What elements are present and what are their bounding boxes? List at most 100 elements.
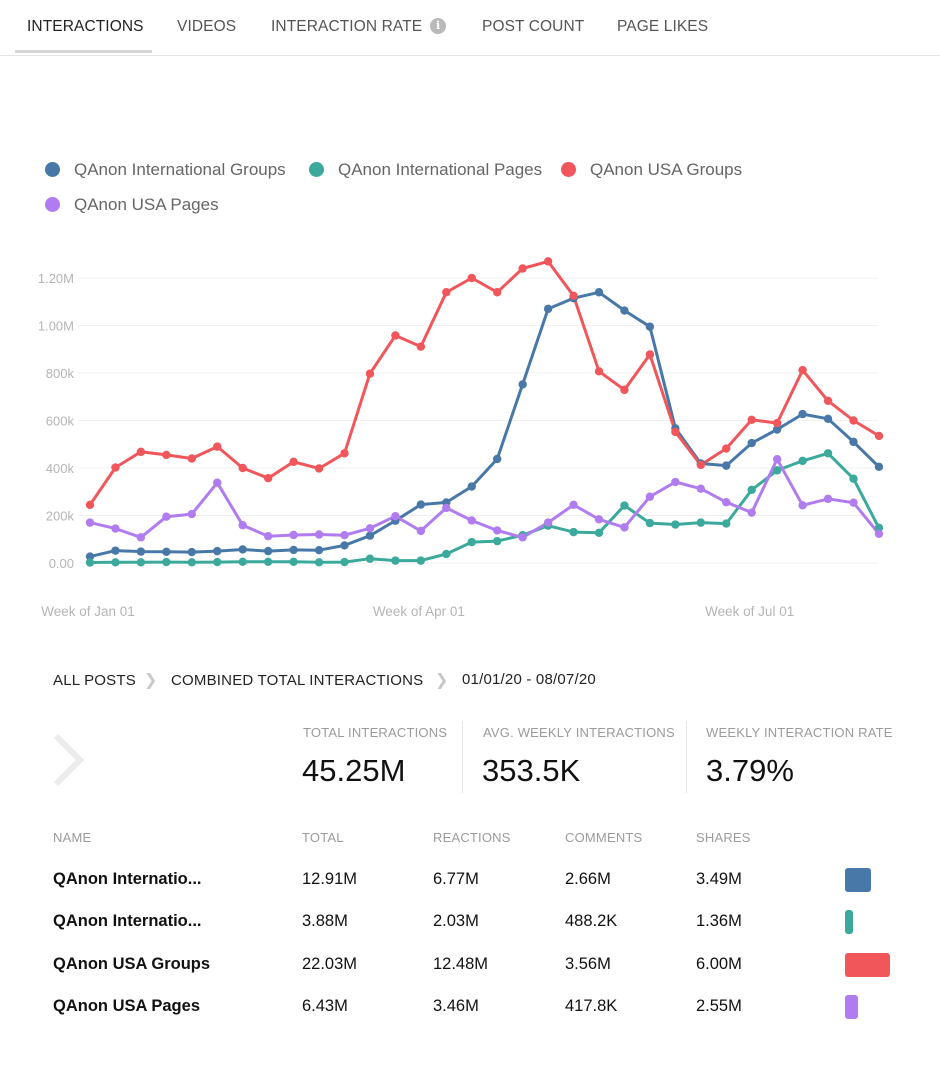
tab-post-count[interactable]: POST COUNT bbox=[482, 18, 585, 35]
data-point[interactable] bbox=[798, 365, 807, 375]
column-header-total[interactable]: TOTAL bbox=[302, 830, 344, 845]
data-point[interactable] bbox=[594, 515, 604, 524]
tab-interaction-rate[interactable]: INTERACTION RATE i bbox=[271, 0, 447, 53]
data-point[interactable] bbox=[594, 367, 604, 376]
data-point[interactable] bbox=[263, 531, 273, 541]
data-point[interactable] bbox=[238, 557, 247, 567]
data-point[interactable] bbox=[696, 484, 705, 493]
data-point[interactable] bbox=[314, 464, 324, 473]
column-header-shares[interactable]: SHARES bbox=[696, 830, 751, 845]
data-point[interactable] bbox=[569, 500, 578, 510]
data-point[interactable] bbox=[162, 512, 171, 521]
data-point[interactable] bbox=[136, 447, 146, 457]
series-line[interactable] bbox=[88, 457, 881, 539]
data-point[interactable] bbox=[874, 462, 884, 472]
data-point[interactable] bbox=[620, 385, 629, 395]
data-point[interactable] bbox=[772, 455, 782, 464]
data-point[interactable] bbox=[518, 264, 527, 273]
data-point[interactable] bbox=[645, 492, 655, 501]
data-point[interactable] bbox=[722, 519, 731, 528]
data-point[interactable] bbox=[263, 546, 273, 556]
data-point[interactable] bbox=[493, 454, 502, 464]
data-point[interactable] bbox=[416, 342, 426, 351]
data-point[interactable] bbox=[111, 558, 120, 567]
data-point[interactable] bbox=[467, 482, 476, 491]
series-line[interactable] bbox=[88, 451, 881, 564]
data-point[interactable] bbox=[798, 501, 807, 510]
data-point[interactable] bbox=[416, 556, 426, 565]
data-point[interactable] bbox=[365, 554, 375, 563]
data-point[interactable] bbox=[136, 547, 146, 556]
row-total-bar[interactable] bbox=[845, 995, 859, 1019]
data-point[interactable] bbox=[85, 518, 95, 527]
tab-videos[interactable]: VIDEOS bbox=[177, 18, 237, 35]
data-point[interactable] bbox=[289, 545, 298, 555]
data-point[interactable] bbox=[874, 431, 884, 441]
data-point[interactable] bbox=[798, 456, 807, 466]
column-header-reactions[interactable]: REACTIONS bbox=[433, 830, 511, 845]
data-point[interactable] bbox=[238, 463, 247, 473]
data-point[interactable] bbox=[849, 474, 858, 483]
data-point[interactable] bbox=[391, 556, 400, 565]
data-point[interactable] bbox=[111, 524, 120, 533]
data-point[interactable] bbox=[340, 449, 349, 458]
data-point[interactable] bbox=[416, 526, 426, 536]
info-icon[interactable]: i bbox=[430, 18, 447, 34]
series-line[interactable] bbox=[88, 259, 881, 507]
data-point[interactable] bbox=[391, 512, 400, 521]
data-point[interactable] bbox=[416, 500, 426, 509]
data-point[interactable] bbox=[671, 520, 680, 529]
data-point[interactable] bbox=[85, 500, 95, 510]
data-point[interactable] bbox=[569, 291, 578, 301]
tab-interactions[interactable]: INTERACTIONS bbox=[27, 18, 144, 35]
data-point[interactable] bbox=[467, 516, 476, 525]
data-point[interactable] bbox=[722, 461, 731, 470]
data-point[interactable] bbox=[620, 523, 629, 532]
data-point[interactable] bbox=[162, 557, 171, 567]
data-point[interactable] bbox=[874, 529, 884, 538]
data-point[interactable] bbox=[289, 557, 298, 567]
row-total-bar[interactable] bbox=[845, 868, 872, 892]
row-total-bar[interactable] bbox=[845, 910, 853, 934]
data-point[interactable] bbox=[340, 541, 349, 550]
data-point[interactable] bbox=[187, 454, 196, 463]
data-point[interactable] bbox=[518, 533, 527, 542]
data-point[interactable] bbox=[747, 508, 756, 517]
data-point[interactable] bbox=[493, 526, 502, 535]
data-point[interactable] bbox=[747, 438, 756, 448]
data-point[interactable] bbox=[213, 442, 222, 451]
data-point[interactable] bbox=[543, 257, 553, 266]
breadcrumb-all-posts[interactable]: ALL POSTS bbox=[53, 672, 136, 689]
data-point[interactable] bbox=[187, 558, 196, 567]
data-point[interactable] bbox=[722, 444, 731, 453]
data-point[interactable] bbox=[365, 369, 375, 378]
data-point[interactable] bbox=[645, 350, 655, 359]
data-point[interactable] bbox=[340, 531, 349, 540]
data-point[interactable] bbox=[594, 528, 604, 538]
data-point[interactable] bbox=[823, 494, 833, 504]
data-point[interactable] bbox=[314, 558, 324, 567]
data-point[interactable] bbox=[213, 546, 222, 556]
data-point[interactable] bbox=[111, 463, 120, 472]
data-point[interactable] bbox=[645, 518, 655, 528]
data-point[interactable] bbox=[493, 288, 502, 297]
data-point[interactable] bbox=[85, 558, 95, 567]
data-point[interactable] bbox=[289, 457, 298, 467]
data-point[interactable] bbox=[849, 498, 858, 507]
data-point[interactable] bbox=[772, 418, 782, 428]
data-point[interactable] bbox=[187, 547, 196, 557]
data-point[interactable] bbox=[162, 547, 171, 557]
data-point[interactable] bbox=[772, 466, 782, 475]
data-point[interactable] bbox=[111, 546, 120, 555]
data-point[interactable] bbox=[696, 518, 705, 527]
data-point[interactable] bbox=[671, 477, 680, 487]
data-point[interactable] bbox=[645, 322, 655, 331]
data-point[interactable] bbox=[798, 409, 807, 419]
data-point[interactable] bbox=[620, 306, 629, 315]
data-point[interactable] bbox=[772, 425, 782, 434]
data-point[interactable] bbox=[493, 536, 502, 546]
data-point[interactable] bbox=[238, 545, 247, 554]
chevron-left-nav-icon[interactable] bbox=[50, 732, 90, 788]
data-point[interactable] bbox=[594, 288, 604, 297]
data-point[interactable] bbox=[543, 518, 553, 527]
